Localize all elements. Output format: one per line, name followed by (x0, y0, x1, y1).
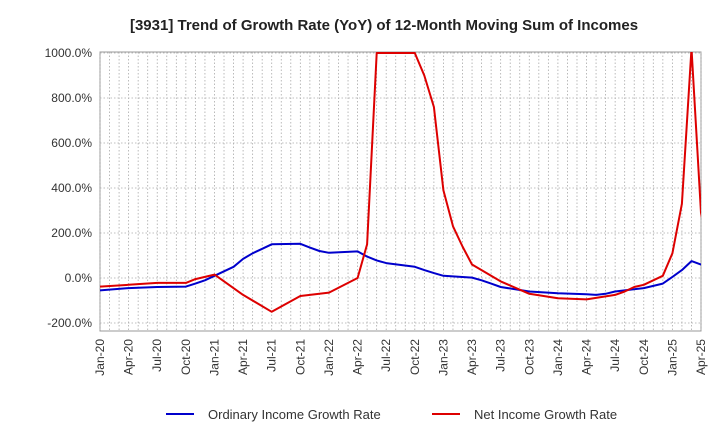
chart-title: [3931] Trend of Growth Rate (YoY) of 12-… (130, 17, 638, 34)
series-line-net-income (100, 52, 701, 313)
y-tick-label: 1000.0% (45, 46, 93, 60)
x-tick-label: Jan-25 (665, 339, 679, 376)
legend: Ordinary Income Growth Rate Net Income Gr… (166, 407, 617, 422)
x-tick-label: Apr-23 (465, 339, 479, 375)
x-tick-label: Jul-20 (150, 339, 164, 372)
legend-label: Ordinary Income Growth Rate (208, 407, 381, 422)
x-tick-label: Apr-20 (122, 339, 136, 375)
y-tick-label: 400.0% (51, 181, 92, 195)
grid-lines (99, 52, 702, 331)
x-tick-label: Jan-22 (322, 339, 336, 376)
x-tick-label: Oct-20 (179, 339, 193, 375)
x-tick-label: Jan-23 (436, 339, 450, 376)
x-axis: Jan-20 Apr-20 Jul-20 Oct-20 Jan-21 Apr-21 Jul-… (93, 339, 708, 376)
x-tick-label: Apr-24 (580, 339, 594, 375)
x-tick-label: Oct-22 (408, 339, 422, 375)
x-tick-label: Apr-25 (694, 339, 708, 375)
x-tick-label: Jan-20 (93, 339, 107, 376)
x-tick-label: Jan-21 (207, 339, 221, 376)
series-line-ordinary-income (100, 242, 701, 296)
series-lines (100, 52, 701, 313)
y-tick-label: 800.0% (51, 91, 92, 105)
x-tick-label: Oct-23 (522, 339, 536, 375)
x-tick-label: Jul-22 (379, 339, 393, 372)
x-tick-label: Apr-22 (351, 339, 365, 375)
plot-area (99, 51, 702, 332)
x-tick-label: Jul-21 (265, 339, 279, 372)
x-tick-label: Oct-24 (637, 339, 651, 375)
x-tick-label: Jul-23 (494, 339, 508, 372)
y-axis: 1000.0% 800.0% 600.0% 400.0% 200.0% 0.0% -200.… (45, 46, 93, 330)
x-tick-label: Apr-21 (236, 339, 250, 375)
x-tick-label: Jul-24 (608, 339, 622, 372)
y-tick-label: 200.0% (51, 226, 92, 240)
x-tick-label: Jan-24 (551, 339, 565, 376)
x-tick-label: Oct-21 (293, 339, 307, 375)
legend-label: Net Income Growth Rate (474, 407, 617, 422)
y-tick-label: 0.0% (65, 271, 93, 285)
y-tick-label: 600.0% (51, 136, 92, 150)
y-tick-label: -200.0% (47, 316, 92, 330)
